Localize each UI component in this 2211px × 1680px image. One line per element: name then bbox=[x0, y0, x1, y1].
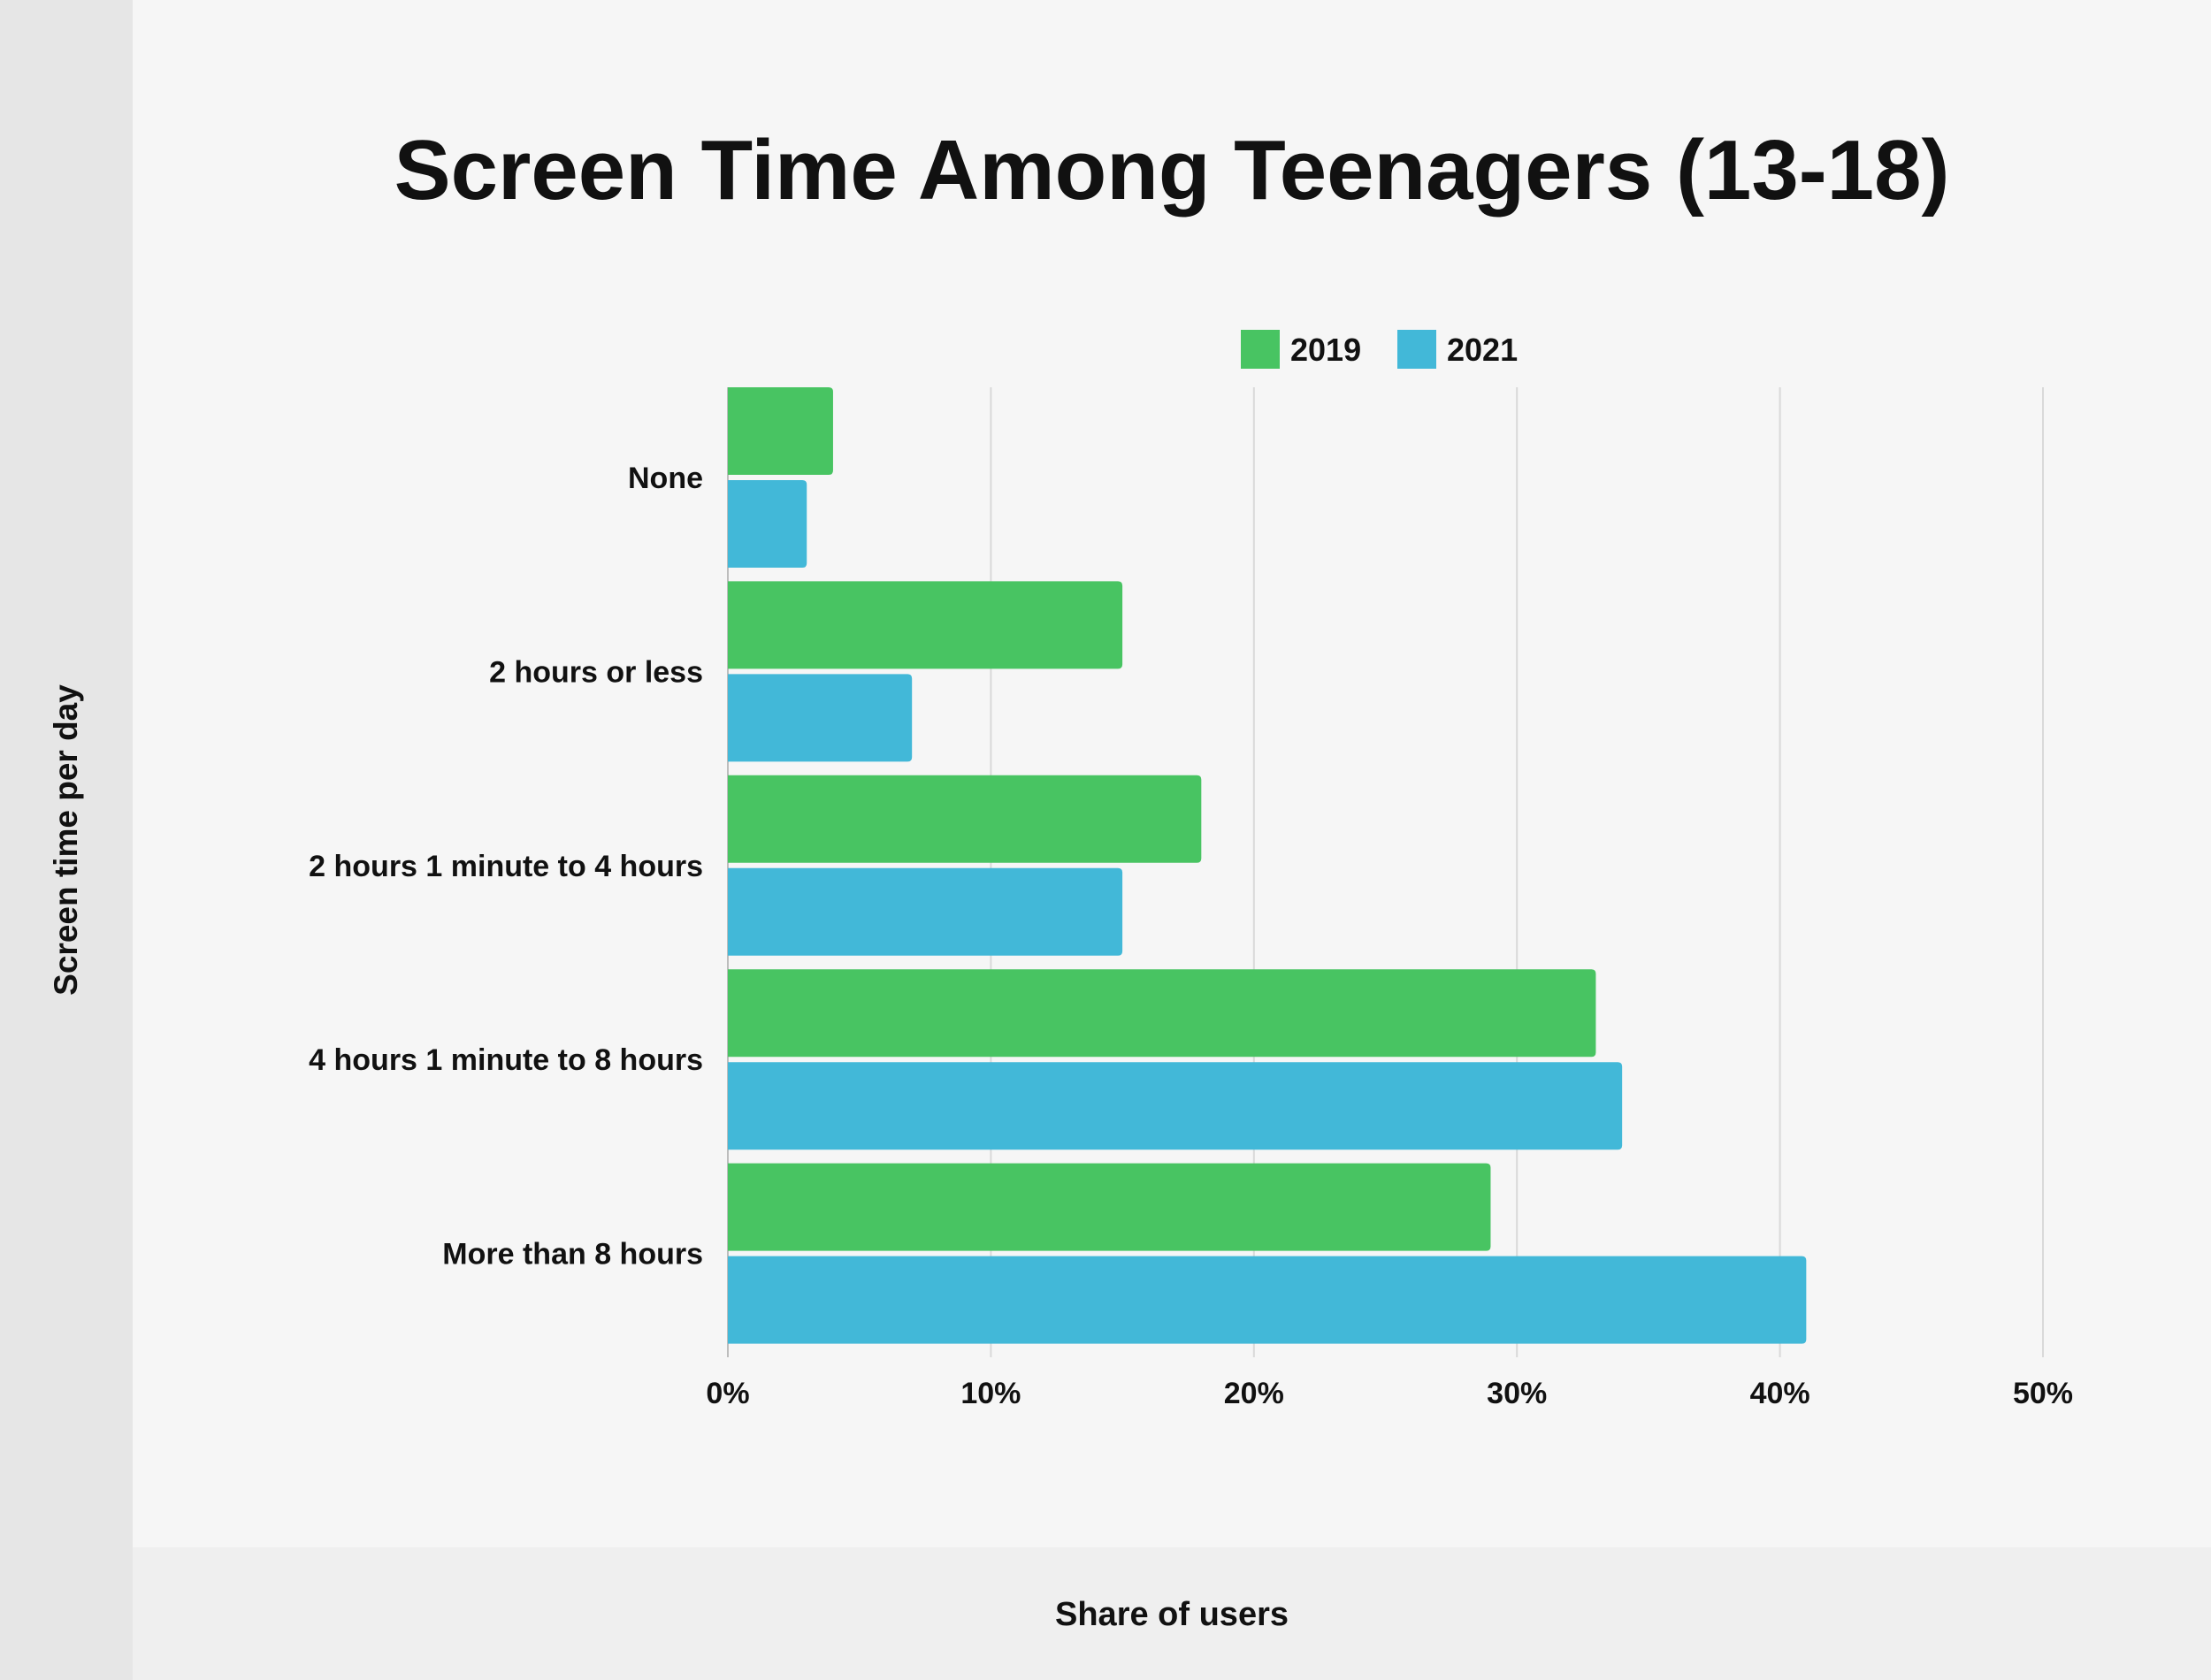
bar-2019 bbox=[727, 969, 1596, 1058]
left-panel bbox=[0, 0, 133, 1680]
bar-2019 bbox=[728, 387, 833, 475]
bar-2019 bbox=[727, 1163, 1491, 1251]
x-tick-label: 50% bbox=[2013, 1377, 2073, 1410]
bar-2021 bbox=[728, 867, 1123, 956]
category-label: None bbox=[628, 462, 703, 495]
x-tick-label: 10% bbox=[960, 1377, 1021, 1410]
x-tick-label: 40% bbox=[1750, 1377, 1810, 1410]
legend-item-2019: 2019 bbox=[1241, 330, 1361, 369]
x-tick-label: 0% bbox=[706, 1377, 749, 1410]
legend-label: 2019 bbox=[1290, 332, 1361, 368]
chart-title: Screen Time Among Teenagers (13-18) bbox=[394, 123, 1950, 218]
category-label: More than 8 hours bbox=[442, 1238, 703, 1271]
category-label: 4 hours 1 minute to 8 hours bbox=[309, 1043, 703, 1077]
bottom-panel bbox=[133, 1547, 2211, 1680]
x-axis-label: Share of users bbox=[1055, 1596, 1289, 1633]
category-label: 2 hours or less bbox=[489, 655, 703, 689]
x-tick-label: 20% bbox=[1224, 1377, 1284, 1410]
legend-swatch bbox=[1397, 330, 1436, 369]
bar-2019 bbox=[728, 775, 1202, 863]
bar-2021 bbox=[728, 480, 807, 568]
bar-2021 bbox=[727, 1062, 1623, 1150]
legend-item-2021: 2021 bbox=[1397, 330, 1518, 369]
legend-label: 2021 bbox=[1447, 332, 1518, 368]
x-tick-label: 30% bbox=[1487, 1377, 1547, 1410]
bar-2021 bbox=[727, 674, 913, 762]
bar-2019 bbox=[728, 581, 1123, 669]
bar-2021 bbox=[728, 1256, 1807, 1344]
legend-swatch bbox=[1241, 330, 1280, 369]
y-axis-label: Screen time per day bbox=[48, 684, 84, 996]
category-label: 2 hours 1 minute to 4 hours bbox=[309, 850, 703, 883]
